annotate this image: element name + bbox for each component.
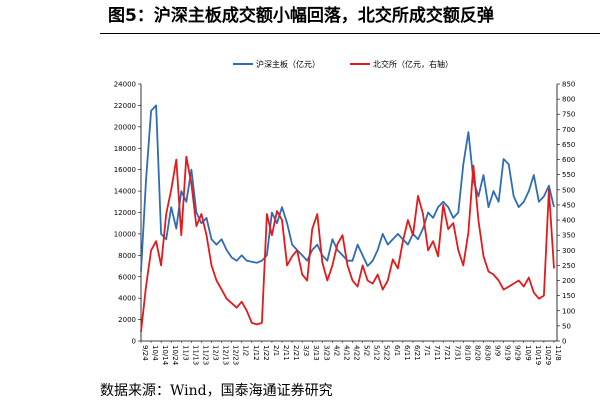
left-tick-label: 8000: [118, 252, 136, 260]
legend-label-main-board: 沪深主板（亿元）: [256, 59, 320, 69]
left-tick-label: 10000: [114, 230, 136, 238]
x-tick-label: 5/22: [383, 345, 391, 361]
left-axis-ticks: 0 2000 4000 6000 8000 10000 12000 14000 16000 180…: [114, 81, 141, 346]
right-tick-label: 700: [562, 126, 575, 134]
x-tick-label: 12/13: [222, 345, 230, 365]
x-tick-label: 12/3: [212, 345, 220, 361]
left-tick-label: 20000: [114, 123, 136, 131]
left-tick-label: 24000: [114, 81, 136, 89]
x-tick-label: 2/21: [292, 345, 300, 361]
x-tick-label: 7/21: [443, 345, 451, 361]
right-tick-label: 450: [562, 201, 575, 209]
left-tick-label: 6000: [118, 273, 136, 281]
right-tick-label: 600: [562, 156, 575, 164]
chart-legend: 沪深主板（亿元） 北交所（亿元，右轴）: [233, 59, 453, 69]
x-tick-label: 10/29: [544, 345, 552, 365]
right-tick-label: 500: [562, 186, 575, 194]
right-axis-ticks: 0 50 100 150 200 250 300 350 400 450 500 550 600 650 7…: [557, 81, 575, 346]
x-tick-label: 9/24: [141, 345, 149, 361]
x-tick-label: 9/29: [514, 345, 522, 361]
right-tick-label: 250: [562, 262, 575, 270]
right-tick-label: 400: [562, 217, 575, 225]
x-tick-label: 11/13: [191, 345, 199, 365]
data-source-note: 数据来源：Wind，国泰海通证券研究: [100, 383, 333, 399]
x-tick-label: 1/22: [262, 345, 270, 361]
x-tick-label: 9/9: [494, 345, 502, 356]
x-tick-label: 10/9: [524, 345, 532, 361]
x-tick-label: 10/24: [171, 345, 179, 366]
left-tick-label: 22000: [114, 102, 136, 110]
right-tick-label: 650: [562, 141, 575, 149]
right-tick-label: 300: [562, 247, 575, 255]
x-tick-label: 11/23: [201, 345, 209, 365]
chart-axes: [140, 84, 558, 342]
right-tick-label: 0: [562, 338, 566, 346]
x-tick-label: 7/31: [453, 345, 461, 361]
x-tick-label: 5/2: [363, 345, 371, 356]
left-tick-label: 16000: [114, 166, 136, 174]
x-tick-label: 8/20: [473, 345, 481, 361]
right-tick-label: 350: [562, 232, 575, 240]
series-line-bse: [140, 155, 555, 332]
x-tick-label: 3/3: [302, 345, 310, 356]
right-tick-label: 850: [562, 81, 575, 89]
x-tick-label: 5/12: [373, 345, 381, 361]
x-tick-label: 2/11: [282, 345, 290, 361]
x-tick-label: 1/2: [242, 345, 250, 356]
plot-area: [140, 104, 555, 332]
x-tick-label: 12/23: [232, 345, 240, 365]
x-tick-label: 4/12: [342, 345, 350, 361]
left-tick-label: 4000: [118, 295, 136, 303]
right-tick-label: 800: [562, 96, 575, 104]
x-tick-label: 10/19: [534, 345, 542, 365]
left-tick-label: 2000: [118, 316, 136, 324]
right-tick-label: 550: [562, 171, 575, 179]
x-tick-label: 8/30: [483, 345, 491, 361]
right-tick-label: 150: [562, 292, 575, 300]
left-tick-label: 12000: [114, 209, 136, 217]
x-tick-label: 3/13: [312, 345, 320, 361]
right-tick-label: 50: [562, 322, 571, 330]
x-tick-label: 3/23: [322, 345, 330, 361]
x-tick-label: 8/10: [463, 345, 471, 361]
x-tick-label: 6/1: [393, 345, 401, 356]
x-tick-label: 9/19: [504, 345, 512, 361]
x-tick-label: 10/4: [151, 345, 159, 361]
turnover-line-chart: 沪深主板（亿元） 北交所（亿元，右轴） 02000400060008000100…: [114, 59, 576, 366]
right-tick-label: 750: [562, 111, 575, 119]
x-tick-label: 1/12: [252, 345, 260, 361]
x-tick-label: 7/1: [423, 345, 431, 356]
title-divider: [100, 33, 600, 34]
x-tick-label: 6/21: [413, 345, 421, 361]
figure-title: 图5：沪深主板成交额小幅回落，北交所成交额反弹: [108, 6, 494, 26]
series-line-main-board: [140, 104, 555, 272]
x-tick-label: 11/3: [181, 345, 189, 361]
x-tick-label: 2/1: [272, 345, 280, 356]
left-tick-label: 0: [132, 338, 136, 346]
right-tick-label: 100: [562, 307, 575, 315]
legend-label-bse: 北交所（亿元，右轴）: [373, 59, 453, 69]
left-tick-label: 18000: [114, 145, 136, 153]
x-tick-label: 4/22: [353, 345, 361, 361]
x-tick-label: 6/11: [403, 345, 411, 361]
x-tick-label: 11/8: [554, 345, 562, 361]
x-tick-label: 4/2: [332, 345, 340, 356]
x-axis-ticks: 9/24 10/4 10/14 10/24 11/3 11/13 11/23 12/3 12/1…: [140, 341, 562, 366]
right-tick-label: 200: [562, 277, 575, 285]
x-tick-label: 7/11: [433, 345, 441, 361]
x-tick-label: 10/14: [161, 345, 169, 366]
left-tick-label: 14000: [114, 188, 136, 196]
